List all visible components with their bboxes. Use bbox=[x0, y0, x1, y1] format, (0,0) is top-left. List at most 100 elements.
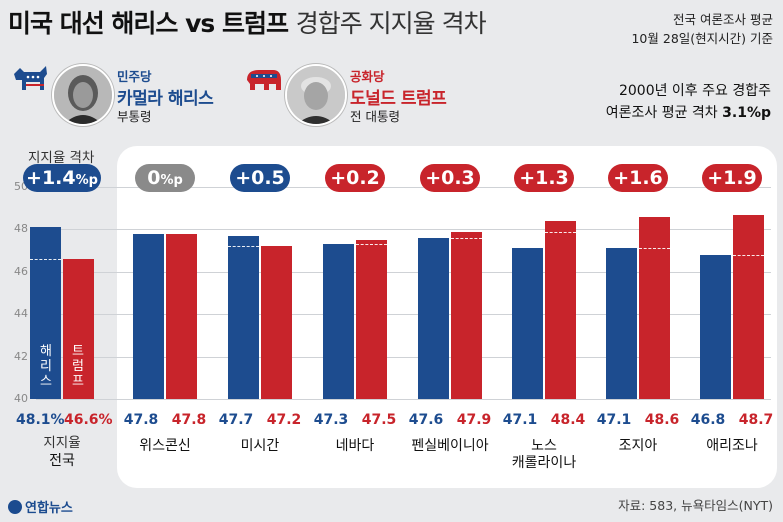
average-gap-value: 3.1%p bbox=[722, 105, 771, 121]
gap-badge: +1.3 bbox=[514, 164, 574, 192]
gap-label: 지지율 격차 bbox=[28, 150, 95, 166]
poll-basis: 전국 여론조사 평균 10월 28일(현지시간) 기준 bbox=[631, 10, 773, 48]
bar-trump bbox=[261, 246, 292, 399]
bar-harris bbox=[30, 227, 61, 399]
gap-unit: %p bbox=[75, 173, 98, 188]
bar-trump bbox=[166, 233, 197, 399]
gap-badge: +0.2 bbox=[325, 164, 385, 192]
gap-value: 0 bbox=[147, 167, 161, 189]
bar-label-harris: 해리스 bbox=[40, 344, 52, 389]
category-label: 펜실베이니아 bbox=[411, 438, 489, 454]
dem-role: 부통령 bbox=[117, 109, 152, 124]
category-label: 네바다 bbox=[335, 438, 375, 454]
title-bold: 미국 대선 해리스 vs 트럼프 bbox=[8, 9, 289, 38]
gridline bbox=[36, 356, 771, 358]
dashed-reference-line bbox=[30, 259, 61, 261]
gap-value: +1.9 bbox=[707, 167, 757, 189]
dashed-reference-line bbox=[639, 248, 670, 250]
category-label: 위스콘신 bbox=[139, 438, 191, 454]
y-tick-label: 46 bbox=[14, 264, 28, 278]
poll-basis-line1: 전국 여론조사 평균 bbox=[673, 12, 773, 27]
y-tick-label: 44 bbox=[14, 307, 28, 321]
gap-badge: +0.3 bbox=[420, 164, 480, 192]
gridline bbox=[36, 271, 771, 273]
dashed-reference-line bbox=[733, 254, 764, 256]
gap-value: +0.5 bbox=[235, 167, 285, 189]
dashed-reference-line bbox=[451, 237, 482, 239]
y-tick-label: 48 bbox=[14, 222, 28, 236]
gap-badge: +1.4%p bbox=[23, 164, 101, 192]
rep-role: 전 대통령 bbox=[350, 109, 400, 124]
gap-value: +0.3 bbox=[425, 167, 475, 189]
category-label: 애리조나 bbox=[706, 438, 758, 454]
gridline bbox=[36, 399, 771, 400]
bar-harris bbox=[418, 237, 449, 399]
value-label-harris: 47.1 bbox=[596, 412, 632, 428]
dashed-reference-line bbox=[228, 246, 259, 248]
gap-value: +1.3 bbox=[519, 167, 569, 189]
bar-trump bbox=[63, 259, 94, 399]
value-label-trump: 48.6 bbox=[644, 412, 680, 428]
value-label-harris: 47.3 bbox=[313, 412, 349, 428]
dem-party: 민주당 bbox=[117, 69, 152, 84]
gap-badge: +1.6 bbox=[608, 164, 668, 192]
average-gap-note-line1: 2000년 이후 주요 경합주 bbox=[618, 83, 771, 99]
value-label-harris: 47.8 bbox=[123, 412, 159, 428]
bar-harris bbox=[512, 248, 543, 399]
rep-name: 도널드 트럼프 bbox=[350, 89, 447, 109]
bar-label-trump: 트럼프 bbox=[72, 344, 84, 389]
gap-value: +0.2 bbox=[330, 167, 380, 189]
bar-trump bbox=[545, 220, 576, 399]
gridline bbox=[36, 229, 771, 231]
bar-harris bbox=[606, 248, 637, 399]
value-label-trump: 47.9 bbox=[456, 412, 492, 428]
value-label-harris: 47.1 bbox=[502, 412, 538, 428]
trump-photo bbox=[285, 64, 347, 126]
bar-trump bbox=[356, 240, 387, 399]
news-logo-icon bbox=[8, 500, 22, 514]
value-label-trump: 48.7 bbox=[738, 412, 774, 428]
footer-logo-text: 연합뉴스 bbox=[25, 501, 73, 516]
bar-harris bbox=[700, 254, 731, 399]
footer-logo: 연합뉴스 bbox=[8, 497, 73, 516]
gap-value: +1.6 bbox=[613, 167, 663, 189]
value-label-harris: 47.7 bbox=[218, 412, 254, 428]
footer-source: 자료: 583, 뉴욕타임스(NYT) bbox=[618, 498, 773, 513]
gap-value: +1.4 bbox=[26, 167, 76, 189]
y-tick-label: 40 bbox=[14, 392, 28, 405]
category-label: 미시간 bbox=[240, 438, 280, 454]
gridline bbox=[36, 314, 771, 316]
gap-badge: 0%p bbox=[135, 164, 195, 192]
rep-party: 공화당 bbox=[350, 69, 385, 84]
donkey-icon bbox=[14, 66, 47, 90]
value-label-trump: 46.6% bbox=[64, 412, 113, 428]
harris-photo bbox=[52, 64, 114, 126]
y-tick-label: 42 bbox=[14, 349, 28, 363]
category-sublabel: 지지율 bbox=[43, 435, 81, 451]
bar-harris bbox=[323, 244, 354, 399]
dashed-reference-line bbox=[356, 244, 387, 246]
value-label-harris: 47.6 bbox=[408, 412, 444, 428]
value-label-trump: 48.4 bbox=[550, 412, 586, 428]
dem-name: 카멀라 해리스 bbox=[117, 89, 214, 109]
elephant-icon bbox=[247, 70, 281, 90]
category-label: 노스 캐롤라이나 bbox=[511, 438, 577, 471]
bar-harris bbox=[133, 233, 164, 399]
poll-basis-line2: 10월 28일(현지시간) 기준 bbox=[631, 31, 773, 46]
gap-badge: +0.5 bbox=[230, 164, 290, 192]
bar-trump bbox=[451, 231, 482, 399]
value-label-trump: 47.2 bbox=[266, 412, 302, 428]
bar-trump bbox=[733, 214, 764, 399]
category-label: 전국 bbox=[49, 453, 75, 469]
category-label: 조지아 bbox=[618, 438, 658, 454]
gridline bbox=[36, 187, 771, 188]
value-label-harris: 48.1% bbox=[16, 412, 65, 428]
average-gap-note-prefix: 여론조사 평균 격차 bbox=[605, 105, 718, 121]
value-label-trump: 47.8 bbox=[171, 412, 207, 428]
dashed-reference-line bbox=[545, 231, 576, 233]
bar-trump bbox=[639, 216, 670, 399]
title-light: 경합주 지지율 격차 bbox=[295, 9, 487, 38]
gap-unit: %p bbox=[160, 173, 183, 188]
value-label-harris: 46.8 bbox=[690, 412, 726, 428]
